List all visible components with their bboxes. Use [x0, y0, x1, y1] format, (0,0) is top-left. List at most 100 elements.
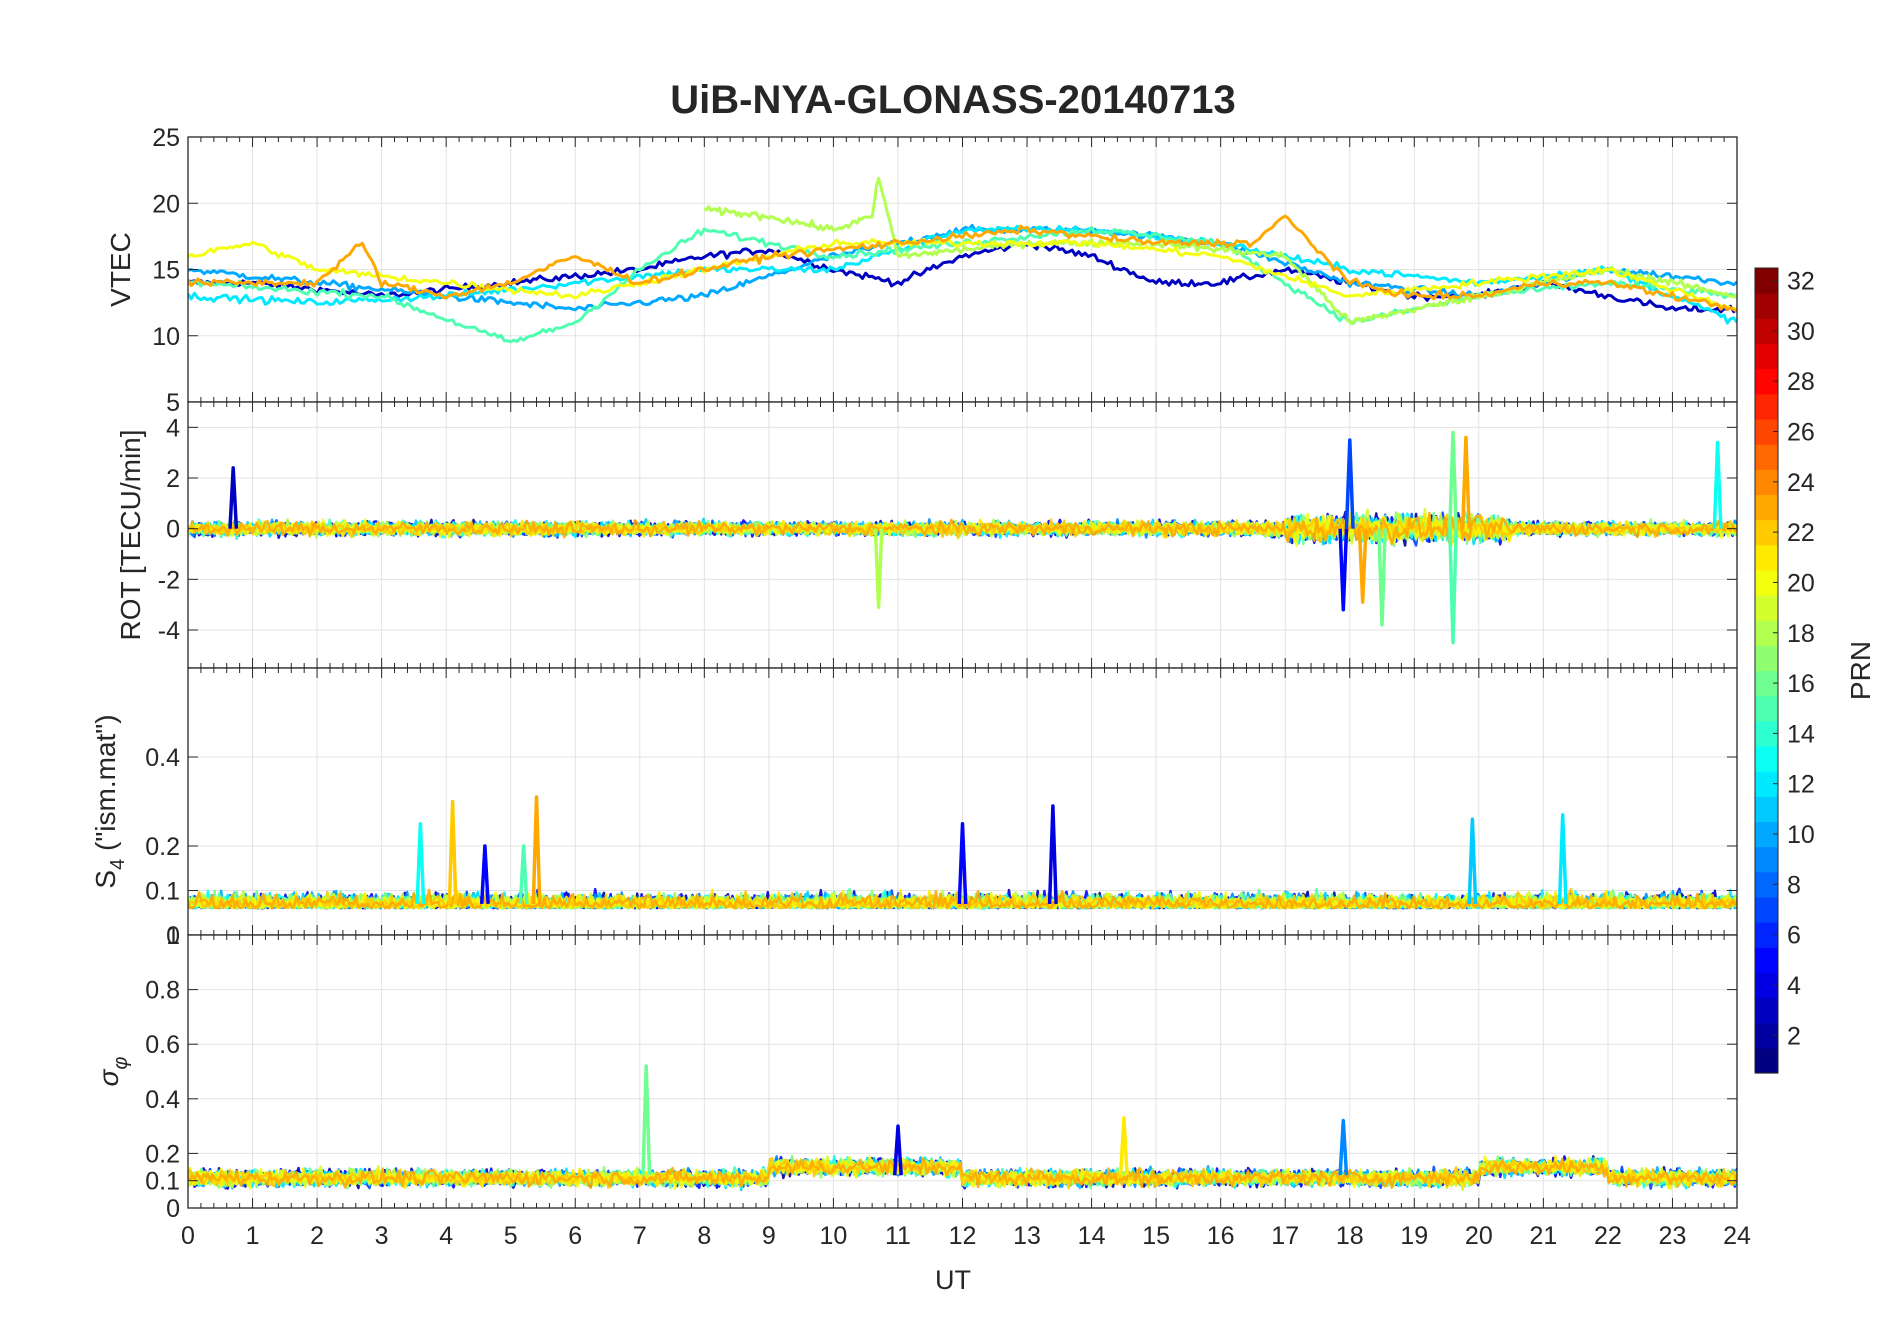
- y-tick-label: 0.4: [145, 1086, 180, 1114]
- y-axis-label: VTEC: [105, 232, 136, 307]
- colorbar-tick-label: 22: [1787, 519, 1815, 547]
- colorbar-tick-label: 6: [1787, 922, 1801, 950]
- s4-peak: [1467, 817, 1478, 904]
- rot-peak: [1712, 440, 1723, 529]
- colorbar-segment: [1755, 1047, 1778, 1074]
- colorbar-segment: [1755, 318, 1778, 345]
- sigma_phi-peak: [1118, 1116, 1129, 1176]
- s4-peak: [415, 822, 426, 904]
- colorbar-segment: [1755, 343, 1778, 370]
- colorbar-segment: [1755, 745, 1778, 772]
- vtec-series-prn-18: [703, 176, 1737, 326]
- y-tick-label: 4: [166, 414, 180, 442]
- rot-peak: [1344, 438, 1355, 529]
- x-tick-label: 15: [1142, 1222, 1170, 1250]
- rot-peak: [1460, 435, 1471, 529]
- y-tick-label: 0.6: [145, 1031, 180, 1059]
- colorbar-segment: [1755, 620, 1778, 646]
- x-tick-label: 23: [1659, 1222, 1687, 1250]
- y-tick-label: 0: [166, 922, 180, 950]
- colorbar-segment: [1755, 645, 1778, 672]
- rot-peak: [228, 466, 239, 529]
- y-tick-label: 0.2: [145, 1140, 180, 1168]
- x-tick-label: 5: [504, 1222, 518, 1250]
- s4-peak: [479, 844, 490, 904]
- y-tick-label: 10: [152, 323, 180, 351]
- colorbar-tick-label: 8: [1787, 871, 1801, 899]
- y-tick-label: -4: [158, 617, 180, 645]
- data-group: [188, 795, 1737, 910]
- x-tick-label: 16: [1207, 1222, 1235, 1250]
- sigma_phi-series-prn-23: [188, 1156, 1737, 1190]
- colorbar-segment: [1755, 469, 1778, 496]
- colorbar-segment: [1755, 771, 1778, 797]
- x-tick-label: 1: [246, 1222, 260, 1250]
- colorbar-tick-label: 24: [1787, 469, 1815, 497]
- x-tick-label: 17: [1271, 1222, 1299, 1250]
- colorbar-segment: [1755, 1022, 1778, 1049]
- x-tick-label: 24: [1723, 1222, 1751, 1250]
- rot-peak: [1448, 528, 1458, 645]
- y-tick-label: 5: [166, 389, 180, 417]
- y-label-subscript: 4: [107, 859, 129, 870]
- y-tick-label: 2: [166, 465, 180, 493]
- y-tick-label: 0.4: [145, 744, 180, 772]
- y-label-main: S: [90, 870, 121, 889]
- colorbar-segment: [1755, 544, 1778, 571]
- colorbar-tick-label: 12: [1787, 771, 1815, 799]
- colorbar-segment: [1755, 695, 1778, 722]
- colorbar-segment: [1755, 368, 1778, 395]
- x-tick-label: 20: [1465, 1222, 1493, 1250]
- y-label-subscript: φ: [110, 1057, 132, 1070]
- colorbar-segment: [1755, 947, 1778, 973]
- x-tick-label: 6: [568, 1222, 582, 1250]
- colorbar-segment: [1755, 444, 1778, 470]
- s4-peak: [957, 822, 968, 904]
- panel-rot: -4 -2 0 2 4 ROT [TECU/min]: [115, 401, 1738, 669]
- rot-series-prn-23: [188, 511, 1737, 546]
- colorbar-tick-label: 32: [1787, 268, 1815, 296]
- y-axis-label: ROT [TECU/min]: [115, 429, 146, 640]
- y-tick-label: 0.8: [145, 977, 180, 1005]
- colorbar-segment: [1755, 871, 1778, 898]
- vtec-series-prn-20: [188, 237, 1737, 312]
- y-axis-label: S4 ("ism.mat"): [90, 714, 129, 888]
- panel-vtec: 5 10 15 20 25 VTEC: [105, 124, 1738, 417]
- colorbar-segment: [1755, 821, 1778, 848]
- colorbar-tick-label: 18: [1787, 620, 1815, 648]
- colorbar-segment: [1755, 670, 1778, 697]
- x-tick-label: 21: [1529, 1222, 1557, 1250]
- colorbar-tick-label: 16: [1787, 670, 1815, 698]
- colorbar-segment: [1755, 293, 1778, 319]
- y-axis-label: σφ: [93, 1057, 132, 1087]
- colorbar-segment: [1755, 268, 1778, 294]
- colorbar-segment: [1755, 796, 1778, 823]
- data-group: [188, 1064, 1737, 1192]
- x-tick-label: 12: [949, 1222, 977, 1250]
- rot-peak: [873, 528, 884, 609]
- x-tick-label: 4: [439, 1222, 453, 1250]
- s4-peak: [1047, 804, 1058, 904]
- s4-peak: [531, 795, 542, 904]
- colorbar-segment: [1755, 972, 1778, 999]
- x-tick-label: 7: [633, 1222, 647, 1250]
- colorbar-segment: [1755, 922, 1778, 948]
- colorbar-tick-label: 4: [1787, 972, 1801, 1000]
- colorbar-label: PRN: [1845, 641, 1876, 700]
- rot-peak: [1357, 528, 1368, 604]
- colorbar-tick-label: 28: [1787, 368, 1815, 396]
- y-tick-label: 15: [152, 257, 180, 285]
- colorbar-segment: [1755, 494, 1778, 521]
- y-tick-label: 0.1: [145, 1168, 180, 1196]
- colorbar-tick-label: 26: [1787, 419, 1815, 447]
- y-tick-label: 0: [166, 1195, 180, 1223]
- colorbar-segment: [1755, 846, 1778, 873]
- colorbar-tick-label: 30: [1787, 318, 1815, 346]
- x-tick-label: 14: [1078, 1222, 1106, 1250]
- s4-peak: [1557, 813, 1568, 904]
- y-tick-label: 1: [166, 922, 180, 950]
- y-tick-label: -2: [158, 566, 180, 594]
